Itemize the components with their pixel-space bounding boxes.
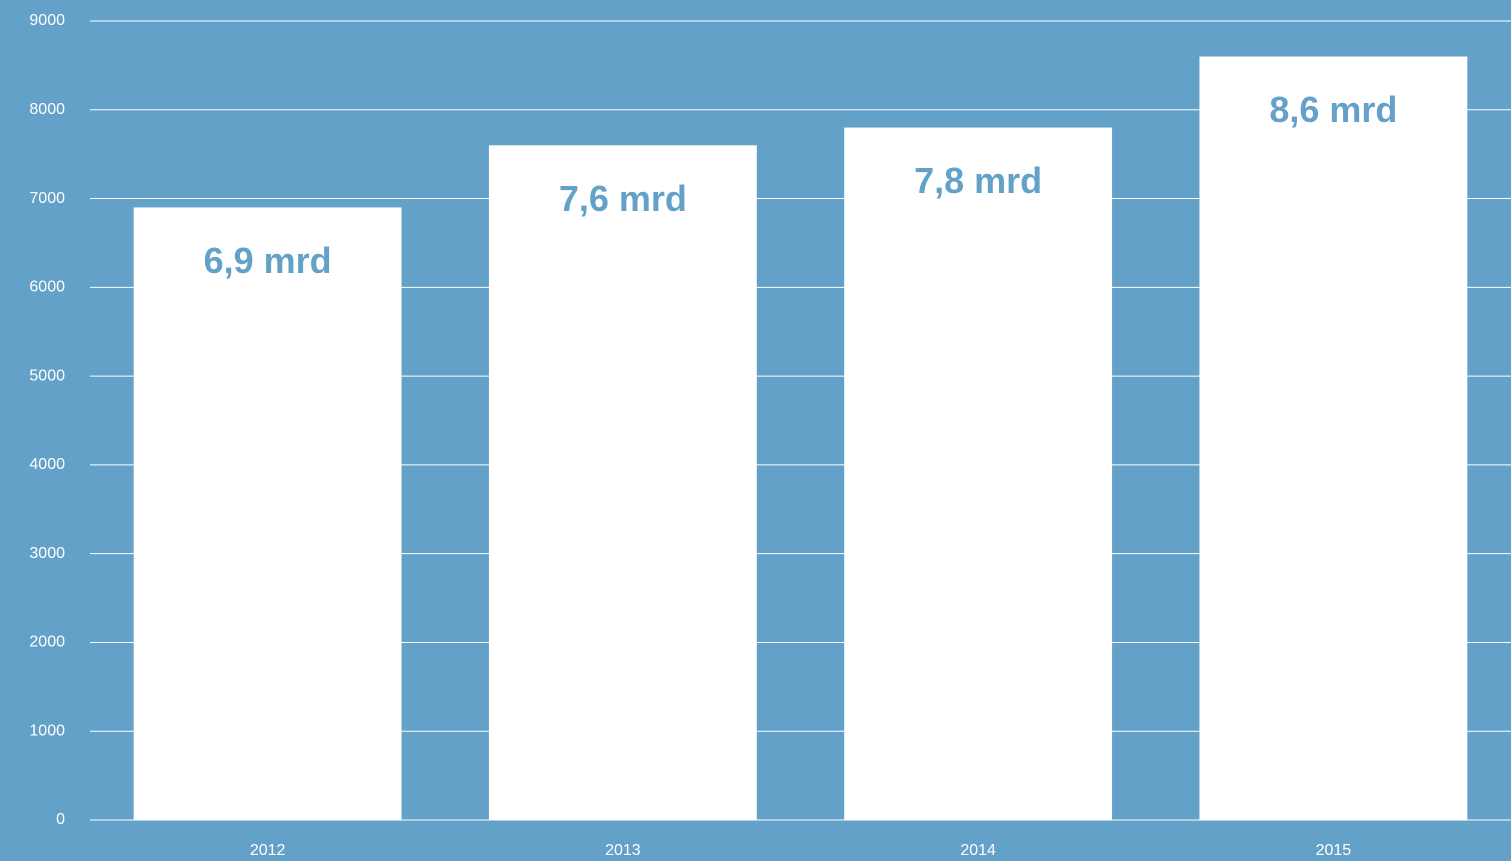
value-label: 8,6 mrd — [1269, 89, 1397, 130]
value-label: 6,9 mrd — [204, 240, 332, 281]
x-tick-label: 2014 — [960, 842, 996, 859]
x-tick-label: 2015 — [1316, 842, 1352, 859]
y-tick-label: 0 — [56, 811, 65, 828]
y-tick-label: 5000 — [29, 367, 65, 384]
value-label: 7,8 mrd — [914, 160, 1042, 201]
y-tick-label: 4000 — [29, 456, 65, 473]
y-tick-label: 2000 — [29, 634, 65, 651]
bar — [488, 145, 757, 821]
y-tick-label: 7000 — [29, 190, 65, 207]
bar — [844, 127, 1113, 821]
x-tick-label: 2012 — [250, 842, 286, 859]
x-tick-label: 2013 — [605, 842, 641, 859]
value-label: 7,6 mrd — [559, 178, 687, 219]
bar — [1199, 56, 1468, 821]
y-tick-label: 1000 — [29, 722, 65, 739]
y-tick-label: 9000 — [29, 12, 65, 29]
y-tick-label: 3000 — [29, 545, 65, 562]
y-tick-label: 8000 — [29, 101, 65, 118]
y-tick-label: 6000 — [29, 279, 65, 296]
bar — [133, 207, 402, 820]
